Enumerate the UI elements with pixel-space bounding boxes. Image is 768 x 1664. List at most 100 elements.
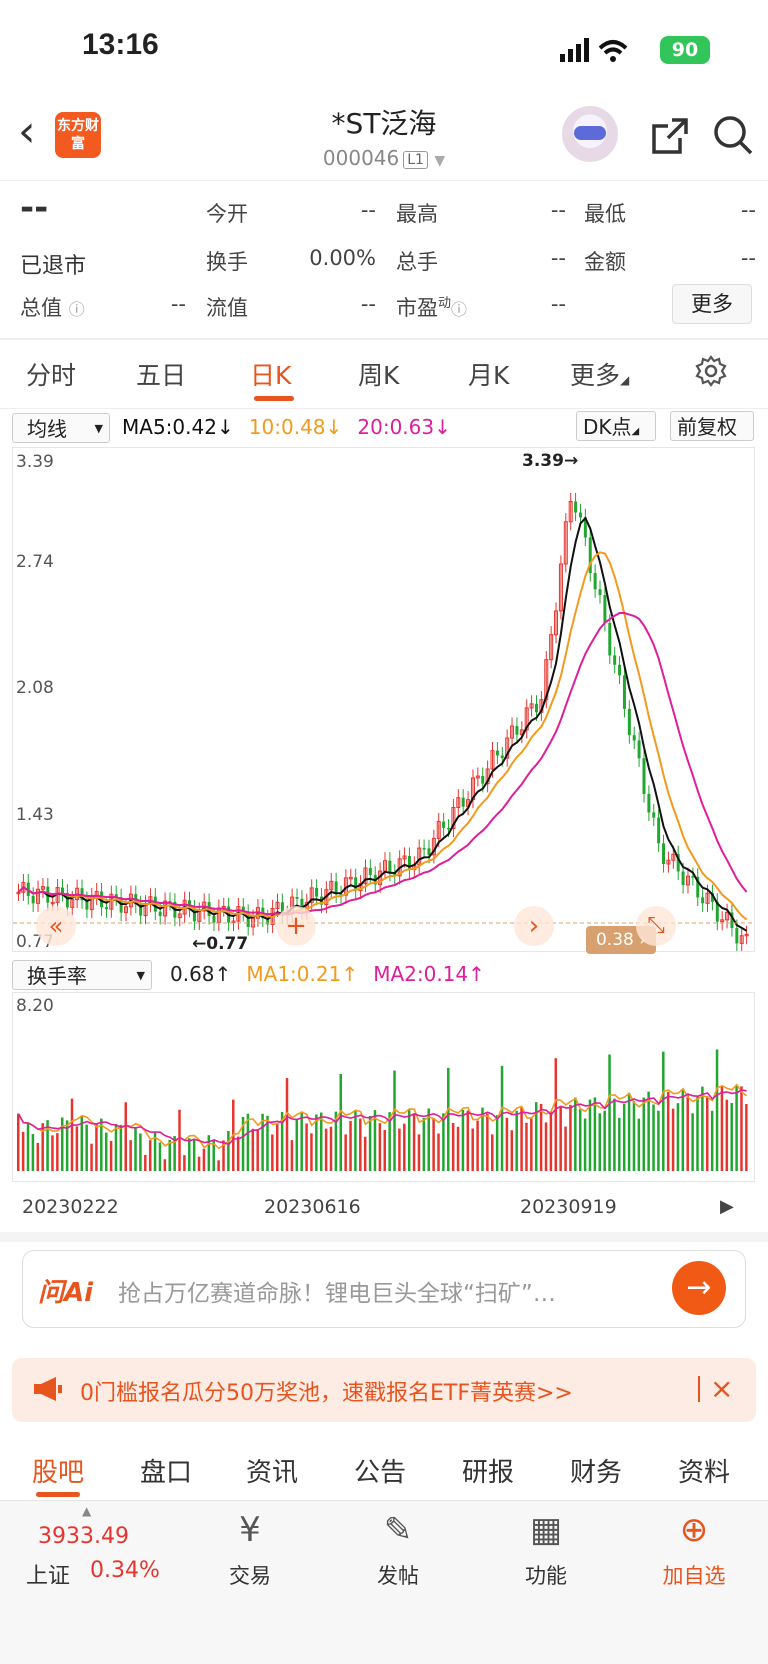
tab-five-day[interactable]: 五日 [136,361,187,390]
tab-finance[interactable]: 财务 [570,1458,623,1488]
candle-body [671,853,676,861]
fullscreen-icon[interactable]: ⤡ [636,906,676,946]
volume-bar [720,1085,724,1171]
back-icon[interactable]: ‹ [18,106,36,157]
index-value[interactable]: 3933.49 [38,1524,129,1549]
volume-bar [90,1143,93,1171]
more-quote-button[interactable]: 更多 [672,284,752,324]
candle-body [554,610,559,636]
tab-pankou[interactable]: 盘口 [140,1458,193,1488]
tab-profile[interactable]: 资料 [678,1458,731,1488]
volume-bar [271,1134,274,1171]
kline-chart[interactable] [12,447,755,952]
tab-daily-k[interactable]: 日K [250,361,292,390]
volume-indicator-selector[interactable]: 换手率 ▼ [12,960,152,990]
ai-prompt-text[interactable]: 抢占万亿赛道命脉！锂电巨头全球“扫矿”… [118,1281,556,1307]
scroll-right-button[interactable]: › [514,906,554,946]
promo-banner[interactable] [12,1358,756,1422]
volume-bar [163,1159,167,1171]
down-arrow-icon: ↓ [216,415,234,439]
crosshair-button[interactable]: + [276,906,316,946]
tab-intraday[interactable]: 分时 [26,361,77,390]
close-icon[interactable]: × [710,1372,734,1405]
tab-guba[interactable]: 股吧 [32,1458,85,1488]
volume-bar [544,1122,548,1171]
tab-research[interactable]: 研报 [462,1458,515,1488]
active-tab-indicator [254,396,294,401]
arrow-right-icon[interactable]: → [672,1261,726,1315]
compose-icon[interactable]: ✎ [383,1510,413,1550]
volume-bar [168,1139,171,1171]
ma20-line [17,612,748,916]
dk-point-button[interactable]: DK点◢ [576,411,656,441]
high-marker: 3.39→ [522,451,579,471]
volume-bar [559,1106,562,1171]
play-icon[interactable]: ▶ [720,1196,734,1217]
volume-bar [80,1115,84,1171]
ma10-line [17,551,748,921]
volume-chart[interactable] [12,992,755,1182]
gear-icon[interactable] [694,354,728,388]
down-arrow-icon: ↓ [434,415,451,439]
volume-bar [422,1118,426,1171]
candle-body [715,901,719,922]
tab-news[interactable]: 资讯 [246,1458,299,1488]
candle-body [368,867,372,875]
info-icon[interactable]: ⓘ [68,300,85,319]
volume-bar [403,1123,406,1171]
y-tick-label: 2.74 [16,552,54,572]
nav-trade[interactable]: 交易 [229,1564,271,1588]
date-label: 20230222 [22,1196,119,1218]
chevron-down-icon: ▼ [434,153,446,169]
ai-assistant-avatar[interactable] [562,106,618,162]
nav-add-watchlist[interactable]: 加自选 [662,1564,726,1588]
volume-bar [41,1123,44,1171]
nav-functions[interactable]: 功能 [525,1564,567,1588]
candle-body [85,900,89,910]
candle-body [505,737,510,759]
y-tick-label: 3.39 [16,452,54,472]
volume-bar [354,1110,357,1171]
scroll-left-button[interactable]: « [36,906,76,946]
volume-bar [285,1078,289,1171]
down-arrow-icon: ↓ [325,415,343,439]
volume-bar [339,1073,343,1171]
volume-bar [261,1113,264,1171]
price-adjust-button[interactable]: 前复权 [670,411,754,441]
turnover-label: 换手 [206,250,248,274]
apps-icon[interactable]: ▦ [529,1510,563,1550]
volume-bar [574,1097,577,1171]
add-circle-icon[interactable]: ⊕ [679,1510,709,1550]
volume-bar [383,1130,386,1171]
search-icon[interactable] [712,114,754,156]
divider [0,408,768,409]
volume-bar [701,1086,704,1171]
caret-up-icon: ▲ [82,1504,92,1518]
volume-bar [109,1140,113,1171]
candle-body [241,906,245,913]
dropdown-icon: ◢ [631,426,640,437]
stock-code-row[interactable]: 000046 L1 ▼ [0,146,768,170]
volume-bar [158,1142,162,1171]
candle-body [50,901,55,905]
ai-question-box[interactable] [22,1250,746,1328]
volume-bar [740,1086,743,1171]
indicator-selector[interactable]: 均线 ▼ [12,413,110,443]
promo-text[interactable]: 0门槛报名瓜分50万奖池，速戳报名ETF菁英赛>> [80,1381,573,1406]
tab-weekly-k[interactable]: 周K [358,361,400,390]
info-icon[interactable]: ⓘ [451,300,468,319]
battery-indicator: 90 [660,36,710,64]
volume-bar [359,1118,362,1171]
index-change[interactable]: 0.34% [90,1558,160,1583]
share-icon[interactable] [650,116,690,156]
tab-more[interactable]: 更多◢ [570,361,630,390]
tab-monthly-k[interactable]: 月K [468,361,510,390]
candle-body [549,634,554,661]
volume-bar [236,1136,240,1171]
index-name[interactable]: 上证 [26,1564,71,1589]
trade-icon[interactable]: ¥ [239,1510,261,1550]
nav-post[interactable]: 发帖 [377,1564,419,1588]
volume-bar [417,1134,421,1171]
volume-bar [153,1131,157,1171]
tab-announcements[interactable]: 公告 [354,1458,407,1488]
